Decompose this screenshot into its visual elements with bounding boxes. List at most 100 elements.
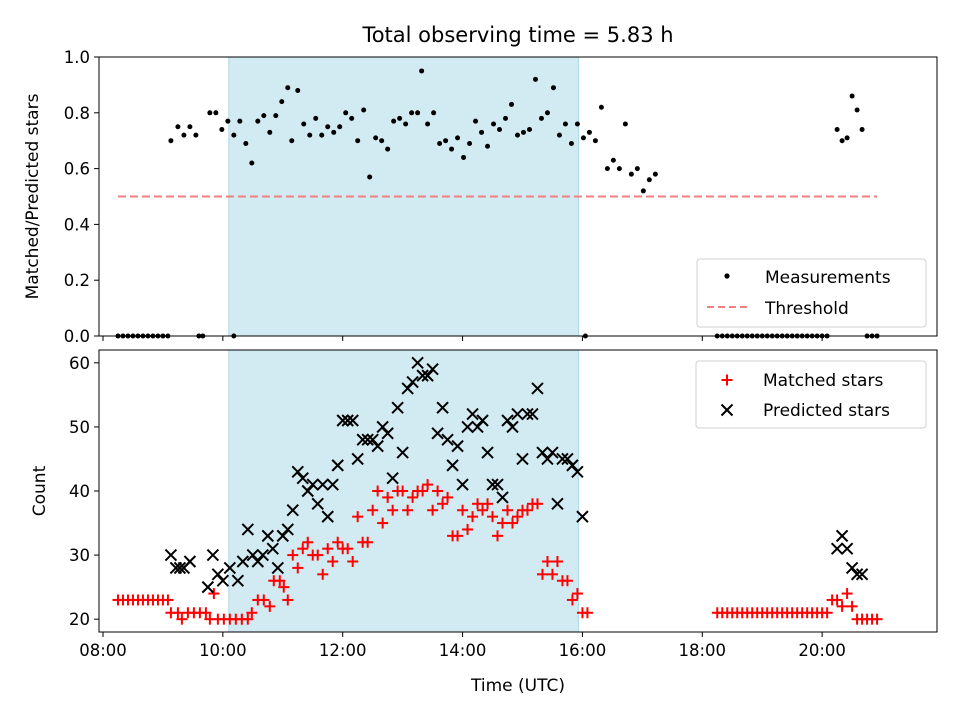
measurement-point (243, 140, 249, 146)
measurement-point (461, 154, 467, 160)
measurement-point (361, 107, 367, 113)
predicted-star-point (173, 561, 187, 575)
predicted-star-point (241, 523, 255, 536)
matched-star-point (521, 504, 533, 516)
matched-star-point (551, 556, 563, 567)
bottom-axes-frame (98, 349, 938, 633)
y-tick-label: 0.0 (64, 327, 90, 346)
predicted-star-point (376, 420, 389, 434)
predicted-star-point (446, 459, 459, 472)
x-axis-label: Time (UTC) (470, 676, 565, 696)
measurement-point (854, 107, 860, 113)
bottom-y-ticks: 20 30 40 50 60 (69, 354, 99, 629)
measurement-point (301, 121, 307, 127)
measurement-point (285, 85, 291, 91)
legend-matched-label: Matched stars (763, 371, 883, 391)
predicted-star-point (211, 568, 225, 581)
x-tick-label: 10:00 (199, 641, 247, 660)
measurement-point (403, 121, 409, 127)
predicted-star-point (521, 407, 534, 421)
predicted-star-point (421, 369, 434, 382)
matched-star-point (402, 504, 414, 516)
legend-measurements-label: Measurements (765, 268, 891, 288)
predicted-star-point (845, 561, 859, 575)
predicted-star-point (291, 465, 304, 478)
measurement-point (604, 166, 610, 172)
matched-star-point (322, 543, 334, 555)
predicted-star-point (830, 542, 844, 555)
top-axes: 0.0 0.2 0.4 0.6 0.8 1.0 Matched/Predicted sta… (23, 48, 938, 346)
matched-star-point (292, 562, 304, 574)
matched-star-point (581, 607, 593, 619)
measurement-point (834, 127, 840, 133)
top-legend-box (696, 258, 927, 328)
matched-star-point (407, 491, 419, 503)
y-tick-label: 1.0 (64, 48, 90, 67)
measurement-point (634, 166, 640, 172)
matched-star-point (317, 568, 329, 580)
matched-star-point (427, 504, 439, 516)
matched-stars-points (112, 479, 883, 625)
measurement-point (313, 115, 319, 121)
legend-x-marker (720, 403, 734, 417)
measurement-point (586, 129, 592, 135)
measurement-point (343, 110, 349, 116)
top-legend: Measurements Threshold (696, 258, 927, 328)
measurement-point (419, 68, 425, 74)
predicted-star-point (416, 369, 429, 382)
predicted-star-point (236, 555, 250, 568)
top-y-axis-label: Matched/Predicted stars (23, 93, 43, 299)
measurement-point (431, 110, 437, 116)
measurement-point (443, 138, 449, 144)
measurement-point (168, 138, 174, 144)
measurement-point (628, 171, 634, 177)
measurement-point (319, 132, 325, 138)
matched-star-point (492, 530, 504, 542)
measurement-point (193, 132, 199, 138)
matched-star-point (278, 581, 290, 593)
predicted-star-point (556, 452, 569, 466)
matched-star-point (372, 485, 384, 497)
predicted-star-point (511, 407, 524, 421)
predicted-star-point (311, 497, 324, 511)
matched-star-point (531, 498, 543, 510)
measurement-point (479, 129, 485, 135)
predicted-star-point (316, 478, 329, 491)
measurement-point (652, 171, 658, 177)
matched-star-point (541, 556, 553, 567)
measurement-point (437, 140, 443, 146)
matched-star-point (477, 504, 489, 516)
y-tick-label: 50 (69, 418, 90, 437)
predicted-star-point (391, 401, 404, 414)
x-tick-label: 16:00 (559, 641, 607, 660)
predicted-star-point (231, 574, 245, 587)
predicted-star-point (481, 446, 494, 459)
predicted-star-point (561, 452, 574, 466)
measurement-point (415, 110, 421, 116)
predicted-star-point (366, 433, 379, 446)
y-tick-label: 60 (69, 354, 90, 373)
predicted-star-point (401, 382, 414, 395)
bottom-y-axis-label: Count (30, 465, 50, 516)
matched-star-point (831, 594, 843, 606)
matched-star-point (200, 607, 212, 619)
measurement-point (515, 132, 521, 138)
predicted-star-point (256, 548, 270, 562)
measurement-point (598, 104, 604, 110)
predicted-star-point (496, 491, 509, 504)
predicted-star-point (546, 446, 559, 459)
x-tick-label: 12:00 (319, 641, 367, 660)
measurement-point (225, 118, 231, 124)
matched-star-point (382, 491, 394, 503)
matched-star-point (274, 575, 286, 587)
predicted-star-point (426, 363, 439, 376)
predicted-star-point (351, 452, 364, 466)
predicted-star-point (536, 446, 549, 459)
predicted-star-point (451, 439, 464, 453)
matched-star-point (437, 498, 449, 510)
matched-star-point (457, 504, 469, 516)
matched-star-point (566, 594, 578, 606)
measurement-point (455, 135, 461, 141)
measurement-point (532, 76, 538, 82)
